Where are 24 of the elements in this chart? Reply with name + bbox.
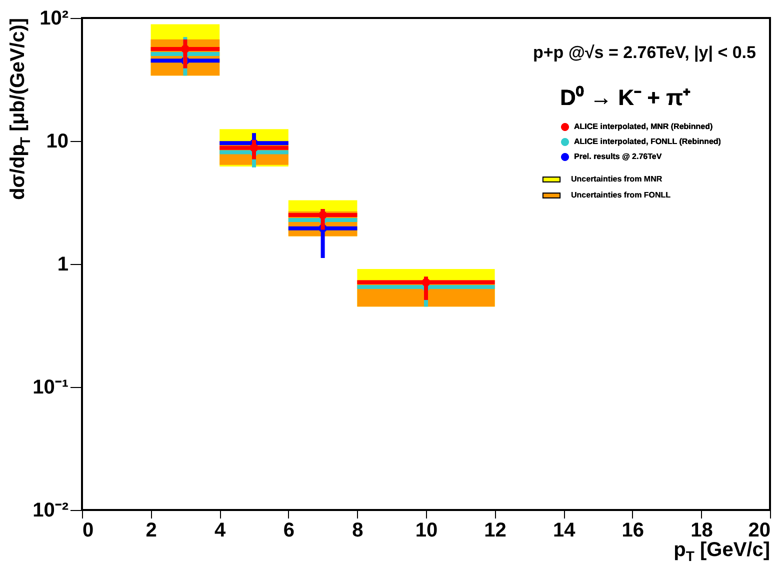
annotation: p+p @√s = 2.76TeV, |y| < 0.5: [532, 43, 756, 62]
y-tick-label: 1: [57, 254, 68, 276]
x-tick-label: 10: [415, 520, 438, 542]
legend-label: ALICE interpolated, MNR (Rebinned): [574, 122, 713, 131]
x-tick-label: 2: [146, 520, 157, 542]
legend-label: ALICE interpolated, FONLL (Rebinned): [574, 137, 722, 146]
x-tick-label: 8: [352, 520, 364, 542]
legend-label: Uncertainties from FONLL: [571, 190, 671, 200]
legend-title: D⁰ → K⁻ + π⁺: [560, 85, 691, 110]
legend-label: Prel. results @ 2.76TeV: [574, 152, 662, 161]
y-tick-label: 10²: [40, 8, 69, 30]
x-tick-label: 18: [690, 520, 713, 542]
x-tick-label: 16: [622, 520, 644, 542]
y-tick-label: 10⁻¹: [32, 376, 69, 398]
x-tick-label: 20: [748, 520, 770, 542]
y-tick-label: 10: [46, 130, 68, 152]
legend-label: Uncertainties from MNR: [571, 174, 662, 184]
x-tick-label: 12: [484, 520, 506, 542]
x-tick-label: 14: [552, 520, 576, 542]
y-axis-title: dσ/dpT [μb/(GeV/c)]: [7, 18, 33, 200]
x-tick-label: 6: [283, 520, 294, 542]
x-tick-label: 0: [82, 520, 94, 542]
y-tick-label: 10⁻²: [32, 500, 69, 522]
x-tick-label: 4: [214, 520, 227, 542]
